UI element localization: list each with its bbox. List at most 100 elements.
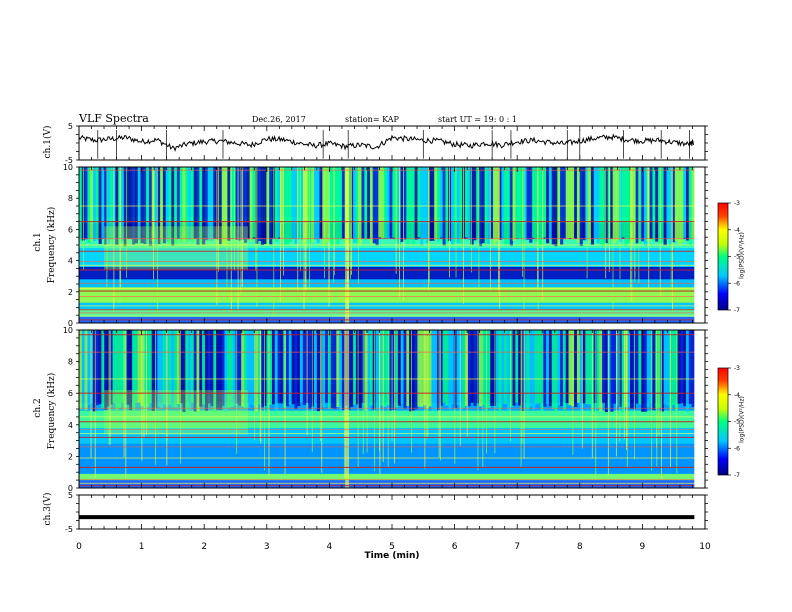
spectrogram-column [87, 167, 91, 244]
spectrogram-column [378, 167, 382, 238]
spectrogram-column [470, 330, 474, 403]
spectrogram-column [333, 167, 337, 240]
spectrogram-column [532, 330, 536, 410]
spectrogram-column [252, 330, 256, 406]
ch2-frequency-axis-label: Frequency (kHz) [47, 372, 57, 450]
spectrogram-column [683, 330, 687, 407]
spectrogram-column [137, 167, 141, 240]
spectrogram-column [314, 167, 318, 240]
spectrogram-column [473, 330, 477, 406]
spectrogram-column [437, 330, 441, 411]
spectrogram-column [512, 330, 516, 406]
spectrogram-column [490, 330, 494, 406]
spectrogram-column [579, 167, 583, 246]
spectrogram-column [185, 330, 189, 411]
x-tick-label: 0 [76, 542, 82, 552]
spectrogram-column [171, 167, 175, 246]
spectrogram-column [95, 167, 99, 240]
spectrogram-column [638, 330, 642, 404]
spectrogram-column [487, 330, 491, 408]
spectrogram-column [688, 330, 692, 404]
spectrogram-column [616, 167, 620, 241]
spectrogram-column [465, 167, 469, 238]
spectrogram-column [518, 167, 522, 239]
spectrogram-column [557, 330, 561, 405]
spectrogram-column [246, 167, 250, 240]
spectrogram-column [562, 167, 566, 238]
spectrogram-column [560, 330, 564, 407]
spectrogram-column [403, 167, 407, 240]
spectrogram-column [188, 330, 192, 411]
spectrogram-column [218, 167, 222, 245]
spectrogram-column [540, 330, 544, 411]
spectrogram-column [258, 330, 262, 405]
spectrogram-column [652, 330, 656, 411]
spectrogram-column [576, 330, 580, 403]
spectrogram-column [350, 330, 354, 407]
spectrogram-column [392, 167, 396, 238]
spectrogram-column [400, 330, 404, 404]
spectrogram-column [409, 330, 413, 412]
spectrogram-column [414, 167, 418, 240]
spectrogram-column [392, 330, 396, 410]
spectrogram-column [339, 330, 343, 412]
spectrogram-column [134, 330, 138, 403]
spectrogram-column [126, 330, 130, 405]
y-tick-label: 10 [63, 163, 73, 172]
spectrogram-column [314, 330, 318, 409]
spectrogram-column [182, 167, 186, 242]
spectrogram-column [456, 330, 460, 405]
y-tick-label: 6 [68, 225, 73, 234]
spectrogram-column [479, 167, 483, 247]
spectrogram-column [411, 330, 415, 411]
spectrogram-column [336, 330, 340, 407]
spectrogram-column [252, 167, 256, 238]
spectrogram-column [599, 330, 603, 412]
spectrogram-column [579, 330, 583, 411]
spectrogram-column [674, 167, 678, 241]
spectrogram-column [143, 330, 147, 412]
spectrogram-column [621, 167, 625, 238]
colorbar2-label: log(PSD)(V²/Hz) [738, 396, 746, 443]
spectrogram-column [190, 330, 194, 403]
spectrogram-column [554, 167, 558, 247]
spectrogram-column [146, 167, 150, 241]
spectrogram-column [121, 330, 125, 403]
spectrogram-column [453, 330, 457, 409]
spectrogram-column [389, 167, 393, 238]
spectrogram-column [515, 330, 519, 403]
figure-title: VLF Spectra [79, 112, 149, 125]
spectrogram-column [160, 167, 164, 239]
spectrogram-column [118, 330, 122, 408]
spectrogram-column [680, 330, 684, 404]
spectrogram-column [434, 330, 438, 412]
spectrogram-column [305, 167, 309, 239]
spectrogram-column [263, 167, 267, 244]
spectrogram-column [534, 330, 538, 404]
y-tick-label: 8 [68, 194, 73, 203]
spectrogram-column [632, 167, 636, 242]
spectrogram-column [165, 167, 169, 242]
spectrogram-column [487, 167, 491, 245]
spectrogram-column [537, 330, 541, 404]
spectrogram-column [406, 330, 410, 406]
spectrogram-column [272, 330, 276, 405]
spectrogram-column [501, 167, 505, 239]
spectrogram-column [367, 330, 371, 411]
spectrogram-column [325, 167, 329, 243]
spectrogram-column [171, 330, 175, 408]
spectrogram-band [79, 287, 695, 303]
colorbar-tick-label: -4 [734, 392, 740, 399]
spectrogram-column [635, 167, 639, 244]
spectrogram-column [627, 330, 631, 408]
spectrogram-column [109, 167, 113, 241]
spectrogram-column [294, 330, 298, 410]
spectrogram-column [151, 330, 155, 411]
x-tick-label: 8 [577, 542, 583, 552]
spectrogram-column [386, 167, 390, 240]
spectrogram-column [546, 167, 550, 244]
spectrogram-column [90, 330, 94, 403]
spectrogram-column [202, 330, 206, 405]
spectrogram-band [79, 410, 695, 428]
